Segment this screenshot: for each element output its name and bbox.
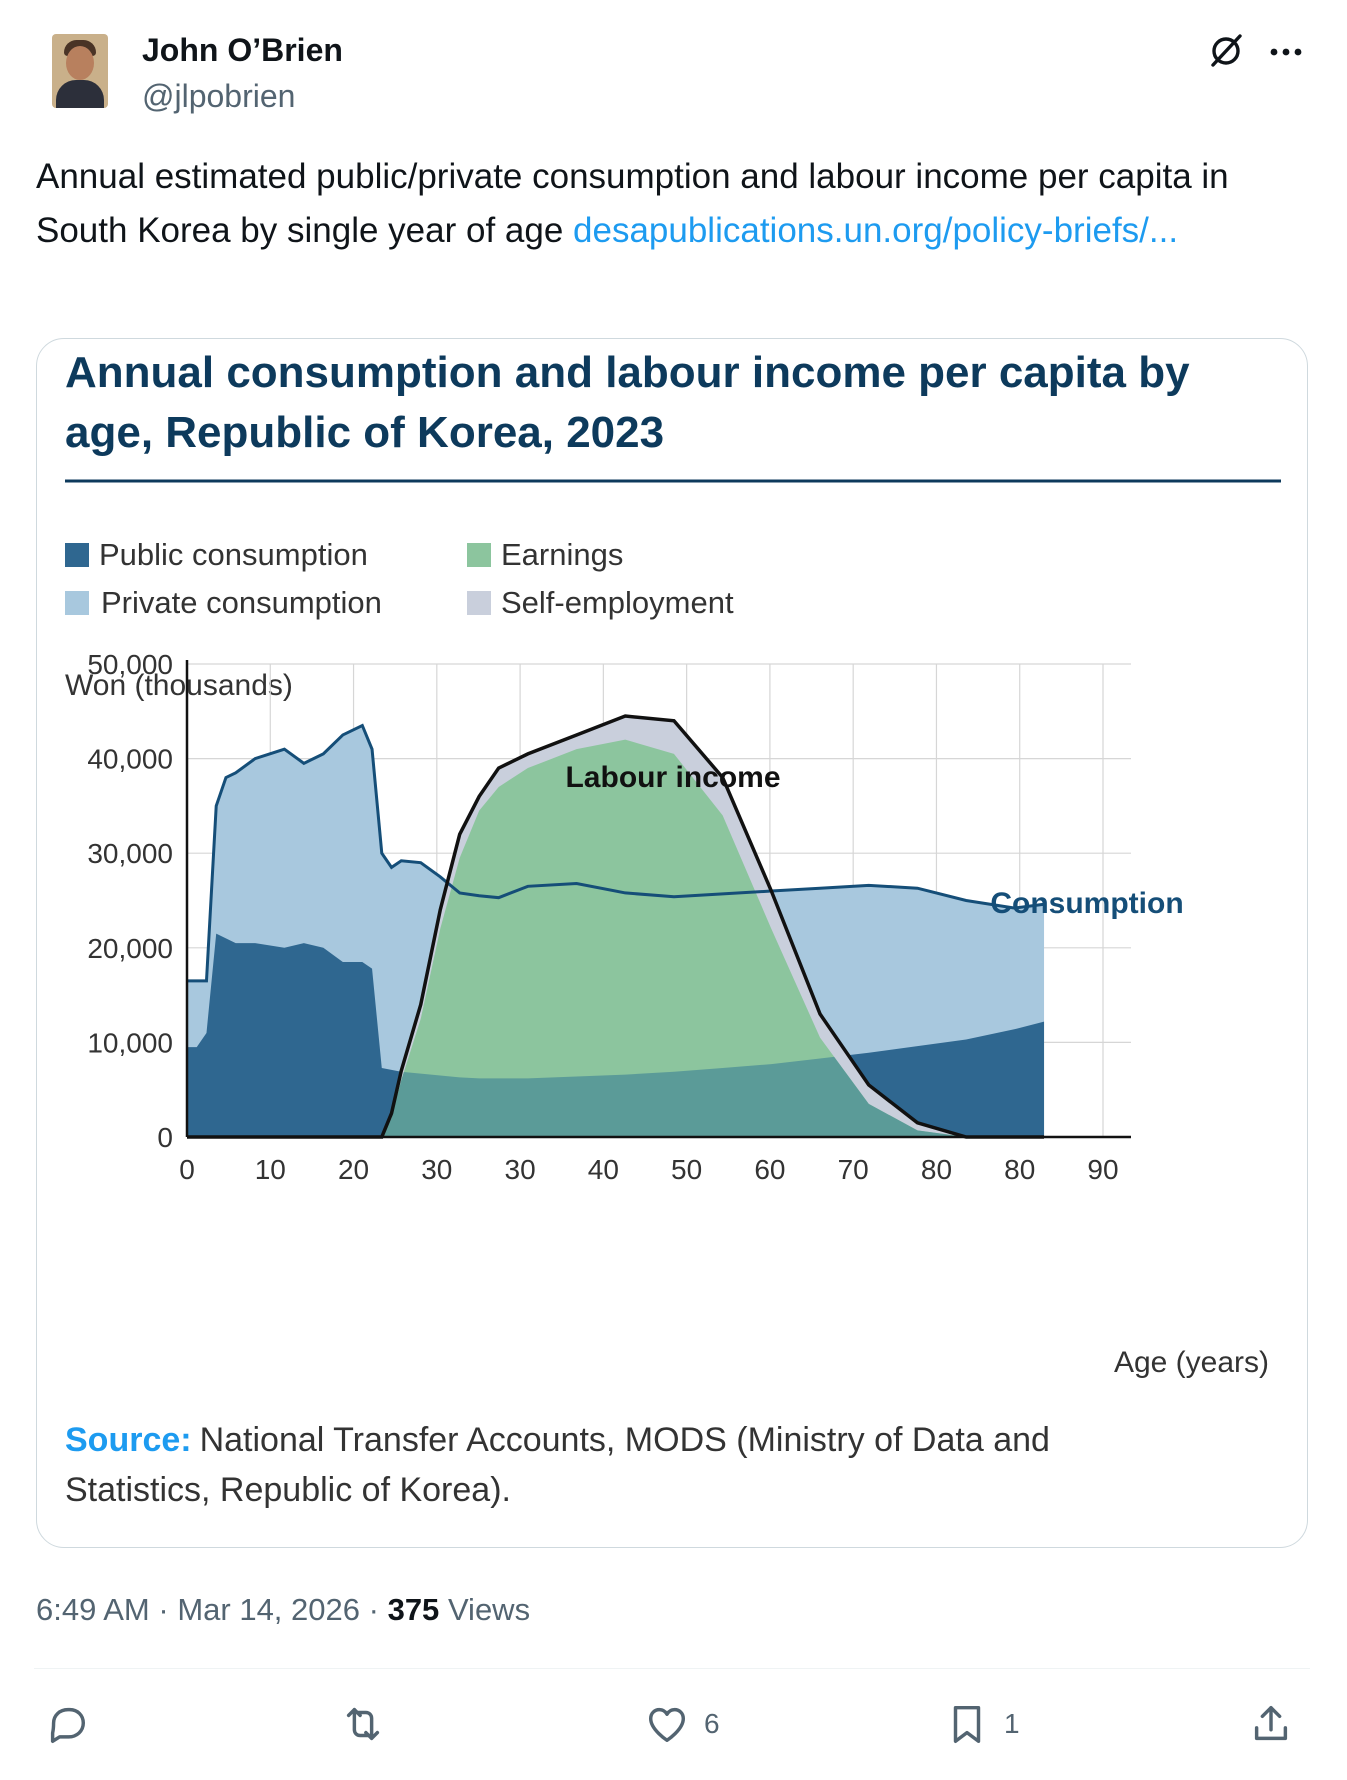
- source-label: Source:: [65, 1421, 192, 1459]
- repost-icon: [346, 1707, 380, 1741]
- legend-earnings: Earnings: [501, 537, 623, 572]
- x-tick-label: 0: [179, 1154, 195, 1185]
- y-tick-label: 30,000: [87, 838, 173, 869]
- legend-private: Private consumption: [101, 585, 382, 620]
- y-axis-label: Won (thousands): [65, 669, 293, 702]
- legend-swatch-selfemp: [467, 591, 491, 615]
- x-tick-label: 20: [338, 1154, 369, 1185]
- chart: Annual consumption and labour income per…: [65, 348, 1281, 1509]
- x-tick-label: 10: [255, 1154, 286, 1185]
- tweet-body: Annual estimated public/private consumpt…: [36, 157, 1229, 250]
- avatar[interactable]: [52, 34, 108, 108]
- x-tick-label: 40: [588, 1154, 619, 1185]
- x-tick-label: 60: [754, 1154, 785, 1185]
- tweet-link[interactable]: desapublications.un.org/policy-briefs/..…: [573, 211, 1179, 250]
- source-line2: Statistics, Republic of Korea).: [65, 1471, 511, 1509]
- share-icon: [1254, 1705, 1288, 1741]
- repost-button[interactable]: [340, 1700, 386, 1748]
- legend-swatch-earnings: [467, 543, 491, 567]
- divider: [34, 1668, 1310, 1669]
- x-axis-label: Age (years): [1114, 1346, 1269, 1379]
- earnings-area: [187, 739, 1045, 1137]
- labour-income-annotation: Labour income: [565, 761, 780, 794]
- y-tick-label: 10,000: [87, 1027, 173, 1058]
- tweet-header: John O’Brien @jlpobrien: [0, 0, 1347, 140]
- x-tick-label: 50: [671, 1154, 702, 1185]
- share-button[interactable]: [1248, 1700, 1294, 1748]
- tweet-text: Annual estimated public/private consumpt…: [36, 150, 1316, 258]
- source-line1: Source: National Transfer Accounts, MODS …: [65, 1421, 1050, 1459]
- consumption-line: [187, 723, 1045, 983]
- tweet-date[interactable]: Mar 14, 2026: [177, 1592, 360, 1627]
- chart-title-line2: age, Republic of Korea, 2023: [65, 408, 664, 457]
- y-tick-label: 0: [157, 1122, 173, 1153]
- bookmark-button[interactable]: 1: [944, 1700, 1020, 1748]
- x-tick-label: 80: [921, 1154, 952, 1185]
- y-tick-label: 50,000: [87, 649, 173, 680]
- views-label: Views: [447, 1592, 531, 1627]
- tweet-time[interactable]: 6:49 AM: [36, 1592, 150, 1627]
- legend-public: Public consumption: [99, 537, 368, 572]
- action-bar: 6 1: [0, 1690, 1347, 1760]
- views-count: 375: [387, 1592, 440, 1627]
- y-tick-label: 40,000: [87, 744, 173, 775]
- more-options-icon[interactable]: [1266, 32, 1306, 72]
- display-name[interactable]: John O’Brien: [142, 32, 343, 68]
- x-tick-label: 30: [505, 1154, 536, 1185]
- legend-swatch-private: [65, 591, 89, 615]
- tweet-meta: 6:49 AM · Mar 14, 2026 · 375 Views: [36, 1592, 530, 1628]
- source-text-a: National Transfer Accounts, MODS (Minist…: [200, 1421, 1050, 1459]
- like-count: 6: [704, 1708, 720, 1739]
- x-tick-label: 90: [1087, 1154, 1118, 1185]
- like-button[interactable]: 6: [644, 1700, 720, 1748]
- legend-selfemp: Self-employment: [501, 585, 734, 620]
- y-tick-label: 20,000: [87, 933, 173, 964]
- chart-image-card[interactable]: Annual consumption and labour income per…: [36, 338, 1308, 1548]
- reply-button[interactable]: [44, 1700, 90, 1748]
- legend-swatch-public: [65, 543, 89, 567]
- x-tick-label: 80: [1004, 1154, 1035, 1185]
- x-tick-label: 70: [838, 1154, 869, 1185]
- consumption-annotation: Consumption: [990, 887, 1183, 920]
- chart-title-line1: Annual consumption and labour income per…: [65, 348, 1190, 397]
- meta-separator: ·: [158, 1592, 169, 1627]
- reply-icon: [50, 1707, 86, 1743]
- bookmark-icon: [953, 1705, 981, 1743]
- heart-icon: [648, 1707, 686, 1743]
- user-handle[interactable]: @jlpobrien: [142, 78, 296, 114]
- x-tick-label: 30: [421, 1154, 452, 1185]
- meta-separator: ·: [368, 1592, 379, 1627]
- bookmark-count: 1: [1004, 1708, 1020, 1739]
- grok-icon[interactable]: [1206, 30, 1246, 70]
